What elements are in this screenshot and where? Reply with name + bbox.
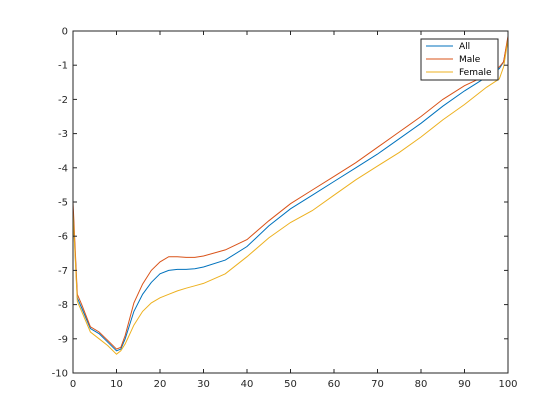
series-layer [72,36,509,355]
plot-area [73,31,508,373]
y-tick-label: -8 [58,300,68,311]
legend: All Male Female [420,38,499,81]
series-line-all [72,37,509,352]
y-tick-label: -2 [58,95,68,106]
legend-label-male: Male [459,55,481,65]
series-line-female [72,39,509,355]
y-tick-label: -5 [58,198,68,209]
series-line-male [72,36,509,350]
x-tick-label: 40 [241,379,254,390]
y-tick-label: -9 [58,334,68,345]
y-tick-label: -1 [58,61,68,72]
x-tick-label: 60 [328,379,341,390]
y-tick-label: -3 [58,129,68,140]
y-tick-label: -7 [58,266,68,277]
y-tick-label: -10 [52,369,68,380]
x-tick-label: 90 [458,379,471,390]
y-tick-label: -4 [58,163,68,174]
x-tick-label: 70 [371,379,384,390]
x-tick-label: 80 [415,379,428,390]
x-tick-label: 20 [154,379,167,390]
legend-label-all: All [459,42,470,52]
ticks-layer: 0 10 20 30 40 50 60 70 80 90 100-10-9-8-7-6-5-4-3-… [52,27,518,391]
x-tick-label: 0 [70,379,76,390]
x-tick-label: 10 [110,379,123,390]
legend-label-female: Female [459,68,492,78]
y-tick-label: -6 [58,232,68,243]
x-tick-label: 100 [498,379,517,390]
x-tick-label: 50 [284,379,297,390]
x-tick-label: 30 [197,379,210,390]
y-tick-label: 0 [62,27,68,38]
